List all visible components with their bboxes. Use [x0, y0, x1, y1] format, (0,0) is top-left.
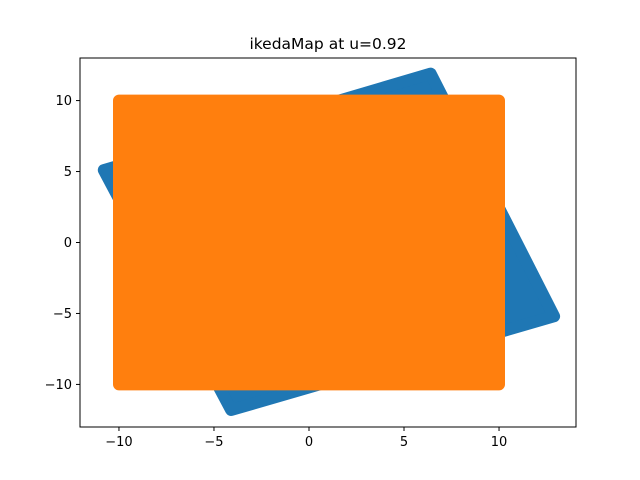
scatter-series-2	[113, 94, 505, 391]
plot-area	[97, 67, 561, 416]
x-tick-label: 10	[491, 435, 508, 450]
y-tick-label: 10	[55, 94, 72, 109]
x-tick-label: 0	[305, 435, 313, 450]
y-axis: −10 −5 0 5 10	[45, 94, 80, 393]
x-tick-label: 5	[400, 435, 408, 450]
y-tick-label: 5	[64, 165, 72, 180]
x-tick-label: −10	[105, 435, 132, 450]
x-tick-label: −5	[204, 435, 223, 450]
x-axis: −10 −5 0 5 10	[105, 427, 507, 450]
y-tick-label: 0	[64, 236, 72, 251]
y-tick-label: −10	[45, 378, 72, 393]
chart-title: ikedaMap at u=0.92	[249, 35, 406, 53]
y-tick-label: −5	[53, 307, 72, 322]
